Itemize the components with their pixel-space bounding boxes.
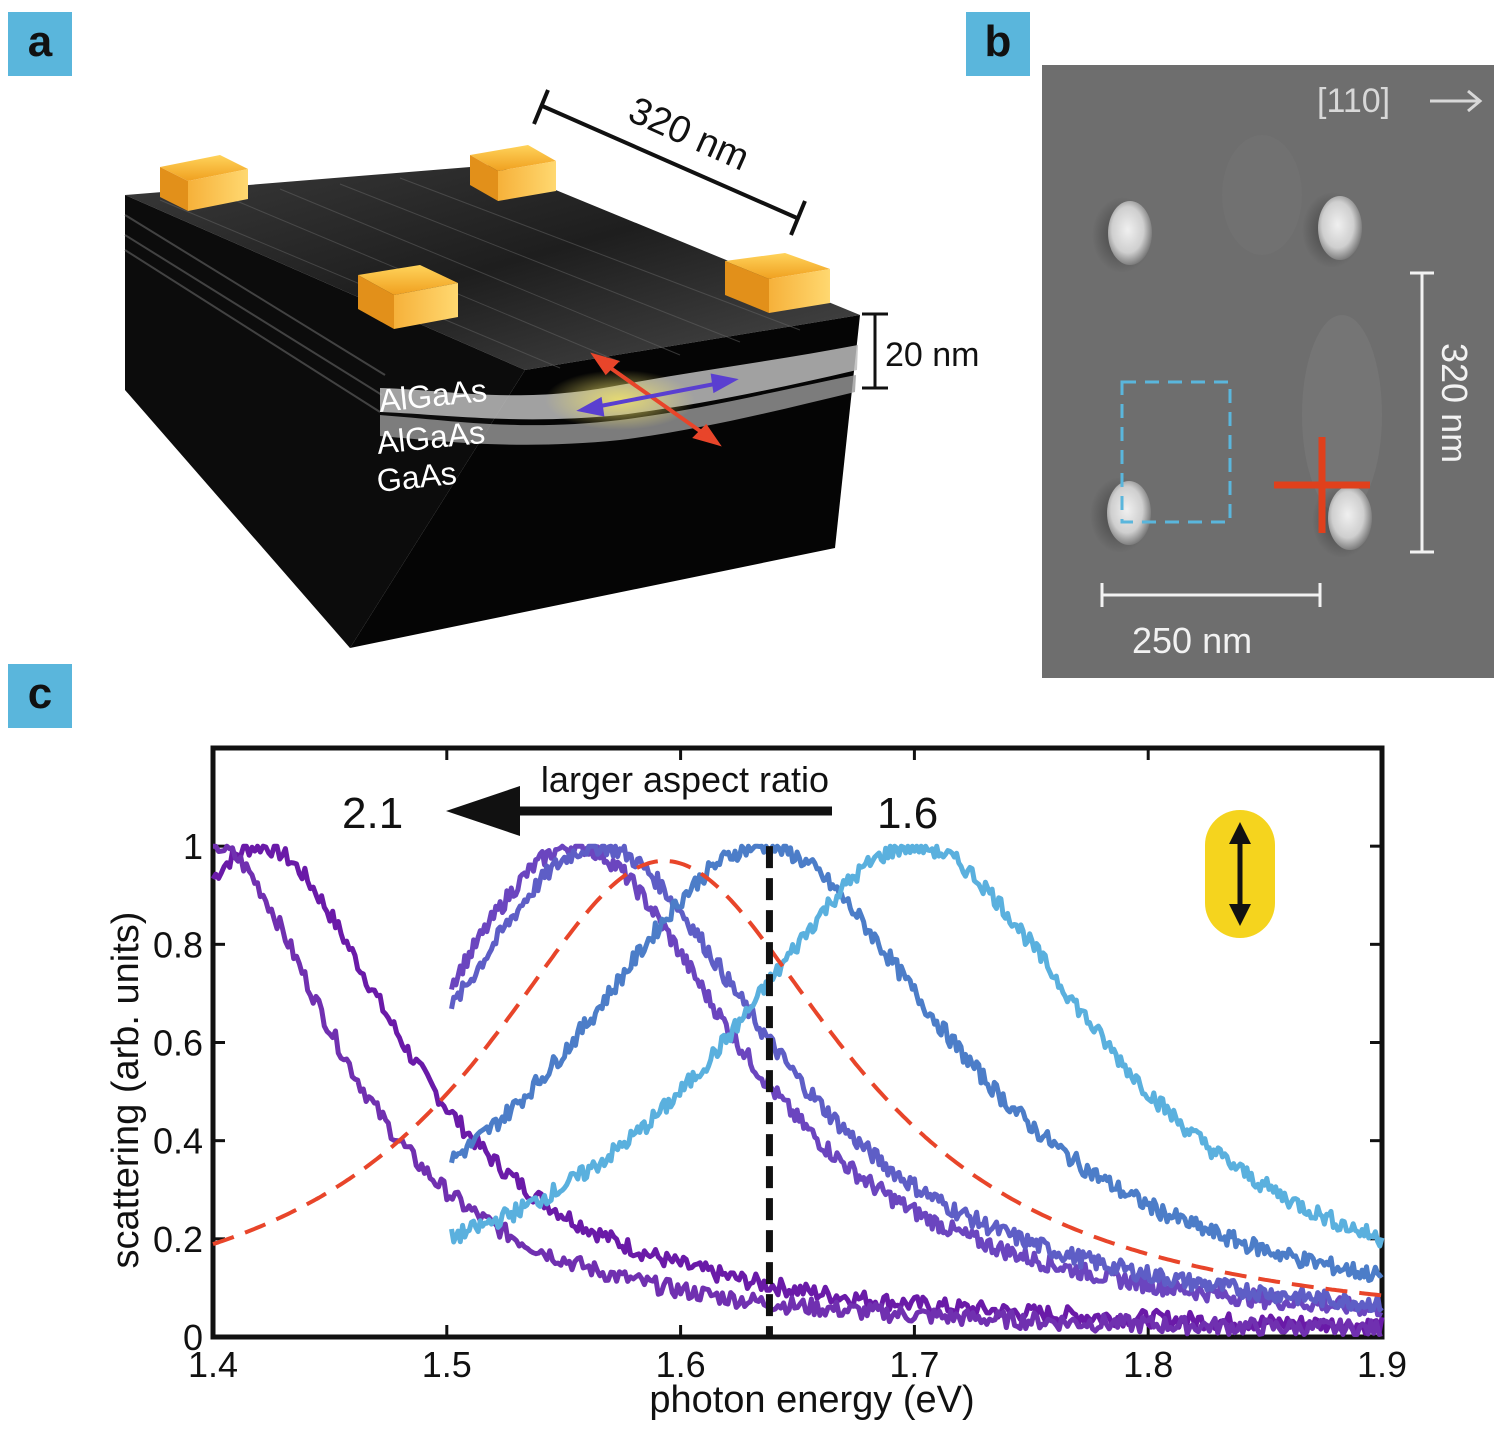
polarization-arrow-blue <box>576 373 739 417</box>
spectrum-line-2 <box>213 843 1383 1337</box>
polarization-legend-badge <box>1205 810 1275 938</box>
sem-particle <box>1312 482 1372 558</box>
spectrum-line-3 <box>449 843 1384 1318</box>
sem-panel: [110] 320 nm 250 nm <box>1042 65 1494 678</box>
substrate-top <box>125 165 860 370</box>
chart-plot-area: 1.4 1.5 1.6 1.7 1.8 1.9 0 0.2 0.4 0.6 0.8 1 <box>153 745 1407 1385</box>
aspect-ratio-left-value: 2.1 <box>342 789 403 838</box>
x-axis-title: photon energy (eV) <box>649 1379 974 1421</box>
vertical-scale-label: 320 nm <box>1434 343 1475 463</box>
substrate-front-face <box>350 315 860 648</box>
thickness-label: 20 nm <box>885 336 980 374</box>
panel-label-b: b <box>966 12 1030 76</box>
gold-particle <box>470 145 556 201</box>
spacing-label: 320 nm <box>622 89 755 179</box>
schematic-panel: 320 nm 20 nm AlGaAs AlGaAs GaAs <box>124 89 980 648</box>
x-tick-label: 1.7 <box>889 1344 939 1385</box>
spectrum-line-6 <box>449 843 1385 1249</box>
sem-particle <box>1302 192 1362 268</box>
aspect-ratio-arrow <box>446 786 832 836</box>
vertical-scale-bar <box>1410 271 1434 554</box>
scattering-chart: 1.4 1.5 1.6 1.7 1.8 1.9 0 0.2 0.4 0.6 0.8 1 photon … <box>105 745 1407 1421</box>
crystal-direction-arrow <box>1430 89 1483 113</box>
x-tick-label: 1.6 <box>656 1344 706 1385</box>
spectrum-line-4 <box>449 843 1384 1314</box>
y-tick-label: 0.2 <box>153 1219 203 1260</box>
spacing-scale-bar <box>532 89 807 236</box>
unit-cell-box <box>1120 380 1232 524</box>
y-tick-label: 1 <box>183 826 203 867</box>
y-tick-label: 0.6 <box>153 1023 203 1064</box>
layer-label-gaas: GaAs <box>375 455 458 499</box>
gold-particle <box>725 253 830 313</box>
crystal-direction-label: [110] <box>1317 82 1390 120</box>
panel-label-c: c <box>8 664 72 728</box>
spectrum-line-1 <box>210 843 1385 1336</box>
x-tick-label: 1.5 <box>422 1344 472 1385</box>
y-tick-label: 0 <box>183 1317 203 1358</box>
x-tick-label: 1.9 <box>1357 1344 1407 1385</box>
horizontal-scale-label: 250 nm <box>1132 620 1252 661</box>
thickness-marker <box>862 312 888 390</box>
polarization-arrow-red <box>590 352 722 447</box>
y-tick-label: 0.8 <box>153 924 203 965</box>
gold-particle <box>358 265 458 329</box>
y-axis-title: scattering (arb. units) <box>105 912 147 1269</box>
spectrum-line-5 <box>449 843 1384 1283</box>
field-glow <box>545 370 695 430</box>
algaas-layer-bright <box>380 345 858 420</box>
sem-particle <box>1090 477 1151 553</box>
gold-particle <box>160 155 248 211</box>
panel-label-a: a <box>8 12 72 76</box>
fit-curve-dashed <box>212 858 1383 1298</box>
excitation-cross-marker <box>1274 437 1370 533</box>
horizontal-scale-bar <box>1100 583 1322 607</box>
x-tick-label: 1.8 <box>1123 1344 1173 1385</box>
y-tick-label: 0.4 <box>153 1121 203 1162</box>
x-tick-label: 1.4 <box>188 1344 238 1385</box>
aspect-ratio-right-value: 1.6 <box>877 789 938 838</box>
sem-particle <box>1092 197 1152 273</box>
aspect-ratio-annotation: larger aspect ratio <box>541 759 829 800</box>
